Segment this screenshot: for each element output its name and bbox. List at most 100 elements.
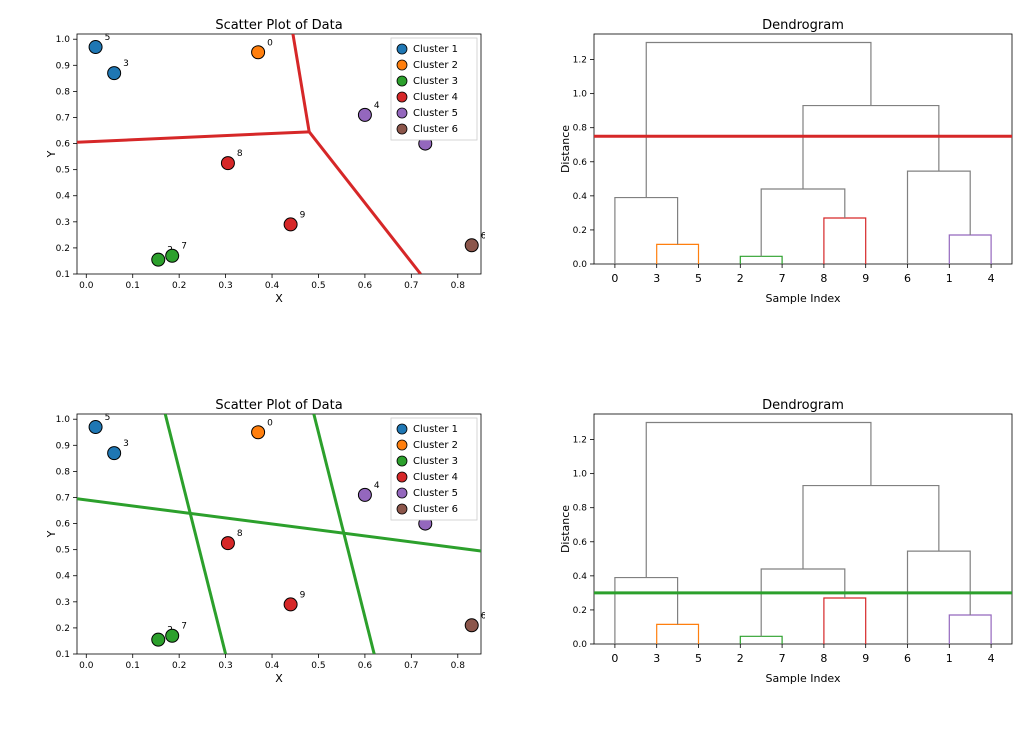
svg-text:0.0: 0.0 (79, 661, 94, 671)
legend-marker (397, 44, 407, 54)
data-point (89, 41, 102, 54)
dendrogram-link (646, 423, 871, 578)
data-point (284, 598, 297, 611)
dendrogram-top: 0.00.20.40.60.81.01.20352789614Sample In… (558, 18, 1018, 308)
legend-label: Cluster 4 (413, 92, 458, 103)
svg-text:3: 3 (653, 272, 660, 285)
legend-label: Cluster 2 (413, 60, 458, 71)
svg-text:0.5: 0.5 (311, 281, 325, 291)
legend-label: Cluster 5 (413, 488, 458, 499)
separator-line (309, 132, 420, 274)
svg-text:3: 3 (123, 59, 129, 69)
svg-text:7: 7 (779, 652, 786, 665)
data-point (252, 46, 265, 59)
svg-text:9: 9 (862, 652, 869, 665)
svg-text:0.3: 0.3 (218, 661, 232, 671)
svg-text:0.8: 0.8 (573, 124, 588, 134)
svg-text:1: 1 (946, 652, 953, 665)
svg-text:0.2: 0.2 (172, 281, 186, 291)
svg-text:Scatter Plot of Data: Scatter Plot of Data (215, 398, 342, 413)
figure: 0.0 0.1 0.2 0.3 0.4 0.5 0.6 0.7 0.8 0.1 0.2 0.3 0.4 0… (0, 0, 1024, 731)
legend-label: Cluster 2 (413, 440, 458, 451)
legend-label: Cluster 4 (413, 472, 458, 483)
dendrogram-link (908, 551, 971, 644)
svg-text:0.0: 0.0 (573, 640, 588, 650)
legend-label: Cluster 1 (413, 44, 458, 55)
svg-text:0.1: 0.1 (126, 281, 140, 291)
svg-text:0.8: 0.8 (451, 661, 466, 671)
scatter-plot-bottom: 0.00.10.20.30.40.50.60.70.80.10.20.30.40… (45, 398, 485, 688)
svg-text:0.7: 0.7 (404, 281, 418, 291)
data-point (152, 633, 165, 646)
svg-text:0.4: 0.4 (56, 572, 71, 582)
svg-text:0: 0 (611, 652, 618, 665)
svg-text:0.4: 0.4 (573, 572, 588, 582)
dendrogram-link (824, 218, 866, 264)
svg-text:0.4: 0.4 (265, 281, 280, 291)
legend-marker (397, 124, 407, 134)
svg-text:0.1: 0.1 (56, 270, 70, 280)
svg-text:Distance: Distance (559, 505, 572, 553)
svg-text:8: 8 (237, 529, 243, 539)
data-point (221, 157, 234, 170)
svg-text:0.2: 0.2 (56, 624, 70, 634)
svg-text:6: 6 (481, 231, 485, 241)
data-point (166, 629, 179, 642)
legend-marker (397, 456, 407, 466)
svg-text:1.0: 1.0 (573, 470, 588, 480)
svg-text:0.4: 0.4 (265, 661, 280, 671)
svg-text:9: 9 (862, 272, 869, 285)
dendrogram-link (761, 189, 845, 256)
dendrogram-link (908, 171, 971, 264)
svg-text:0.3: 0.3 (218, 281, 232, 291)
dendrogram-link (740, 256, 782, 264)
svg-text:8: 8 (237, 149, 243, 159)
svg-text:0.7: 0.7 (56, 113, 70, 123)
svg-text:0.6: 0.6 (358, 661, 373, 671)
svg-text:Dendrogram: Dendrogram (762, 18, 844, 33)
svg-text:2: 2 (737, 272, 744, 285)
svg-text:0.7: 0.7 (56, 493, 70, 503)
separator-line (77, 132, 309, 142)
svg-text:0.0: 0.0 (79, 281, 94, 291)
svg-text:0.6: 0.6 (358, 281, 373, 291)
data-point (465, 239, 478, 252)
svg-text:0.9: 0.9 (56, 441, 71, 451)
svg-text:4: 4 (374, 101, 380, 111)
data-point (108, 447, 121, 460)
svg-text:3: 3 (123, 439, 129, 449)
legend-marker (397, 472, 407, 482)
data-point (465, 619, 478, 632)
svg-text:0.1: 0.1 (126, 661, 140, 671)
svg-text:5: 5 (695, 652, 702, 665)
data-point (89, 421, 102, 434)
dendrogram-link (657, 624, 699, 644)
legend-label: Cluster 6 (413, 504, 458, 515)
svg-text:0.7: 0.7 (404, 661, 418, 671)
svg-text:6: 6 (904, 272, 911, 285)
svg-text:0.6: 0.6 (573, 538, 588, 548)
svg-text:Y: Y (45, 150, 58, 158)
legend-label: Cluster 3 (413, 456, 458, 467)
svg-text:5: 5 (105, 413, 111, 423)
svg-text:0.6: 0.6 (573, 158, 588, 168)
data-point (108, 67, 121, 80)
svg-text:8: 8 (820, 272, 827, 285)
svg-text:1.0: 1.0 (56, 415, 71, 425)
dendrogram-link (615, 198, 678, 264)
legend-marker (397, 76, 407, 86)
separator-line (165, 414, 225, 654)
svg-text:Distance: Distance (559, 125, 572, 173)
dendrogram-link (646, 43, 871, 198)
svg-text:0.3: 0.3 (56, 218, 70, 228)
legend-marker (397, 440, 407, 450)
legend-marker (397, 424, 407, 434)
svg-text:1: 1 (946, 272, 953, 285)
dendrogram-link (761, 569, 845, 636)
svg-text:0.0: 0.0 (573, 260, 588, 270)
svg-text:0.2: 0.2 (573, 606, 587, 616)
svg-text:0.8: 0.8 (56, 467, 71, 477)
svg-text:0.6: 0.6 (56, 140, 71, 150)
svg-text:0.2: 0.2 (172, 661, 186, 671)
svg-text:1.2: 1.2 (573, 56, 587, 66)
